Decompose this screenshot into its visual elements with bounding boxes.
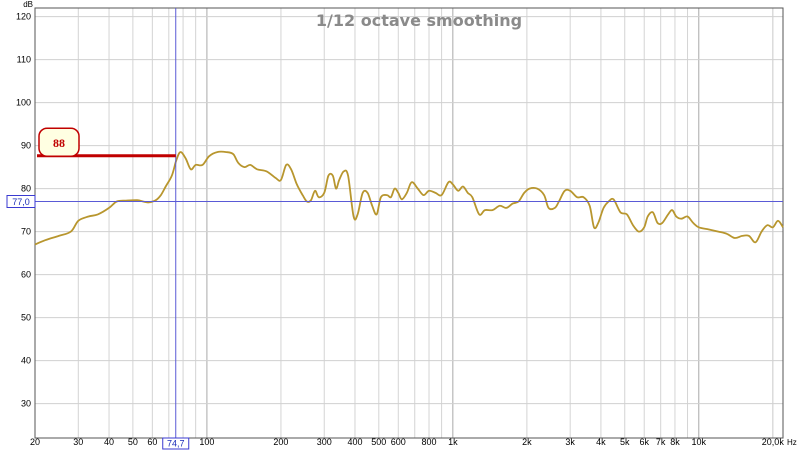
x-tick-label: 2k xyxy=(522,437,532,447)
x-axis-ticks: 20 30 40 50 60 100 200 300 400 500 600 800 1k 2k 3k 4k 5… xyxy=(30,437,784,447)
x-tick-label: 4k xyxy=(596,437,606,447)
y-tick-label: 50 xyxy=(21,313,31,323)
annotation-callout-box xyxy=(38,127,80,157)
annotation-layer: 88 xyxy=(37,127,176,158)
y-tick-label: 30 xyxy=(21,399,31,409)
grid xyxy=(34,8,783,438)
y-axis-unit: dB xyxy=(23,0,33,9)
y-tick-label: 90 xyxy=(21,141,31,151)
x-axis-unit: Hz xyxy=(787,438,797,447)
x-tick-label: 50 xyxy=(128,437,138,447)
cursor-y-readout: 77,0 xyxy=(12,197,30,207)
y-tick-label: 60 xyxy=(21,270,31,280)
x-tick-label: 5k xyxy=(620,437,630,447)
series-line xyxy=(34,150,784,246)
y-tick-label: 70 xyxy=(21,227,31,237)
cursor-x-readout: 74,7 xyxy=(167,439,185,449)
x-tick-label: 200 xyxy=(273,437,288,447)
x-tick-label: 300 xyxy=(317,437,332,447)
x-tick-label: 20,0k xyxy=(762,437,785,447)
y-tick-label: 110 xyxy=(17,55,31,65)
x-tick-label: 600 xyxy=(391,437,406,447)
x-tick-label: 100 xyxy=(199,437,214,447)
x-tick-label: 10k xyxy=(692,437,707,447)
plot-frame xyxy=(34,7,784,439)
y-tick-label: 120 xyxy=(16,12,31,22)
x-tick-label: 7k xyxy=(656,437,666,447)
x-tick-label: 800 xyxy=(421,437,436,447)
y-tick-label: 80 xyxy=(21,184,31,194)
x-tick-label: 8k xyxy=(670,437,680,447)
x-tick-label: 30 xyxy=(73,437,83,447)
annotation-callout-label: 88 xyxy=(53,136,65,150)
y-tick-label: 100 xyxy=(16,98,31,108)
series-layer xyxy=(34,150,784,246)
x-tick-label: 40 xyxy=(104,437,114,447)
cursor-layer[interactable]: 77,0 74,7 xyxy=(6,8,783,450)
cursor-y-readout-box xyxy=(6,195,36,208)
y-tick-label: 40 xyxy=(21,356,31,366)
x-tick-label: 6k xyxy=(639,437,649,447)
x-tick-label: 3k xyxy=(565,437,575,447)
x-tick-label: 500 xyxy=(371,437,386,447)
x-tick-label: 20 xyxy=(30,437,40,447)
x-tick-label: 400 xyxy=(347,437,362,447)
x-tick-label: 60 xyxy=(147,437,157,447)
x-tick-label: 1k xyxy=(448,437,458,447)
chart-title: 1/12 octave smoothing xyxy=(316,11,522,30)
y-axis-ticks: 30 40 50 60 70 80 90 100 110 120 xyxy=(16,12,31,409)
cursor-x-readout-box xyxy=(162,437,190,450)
